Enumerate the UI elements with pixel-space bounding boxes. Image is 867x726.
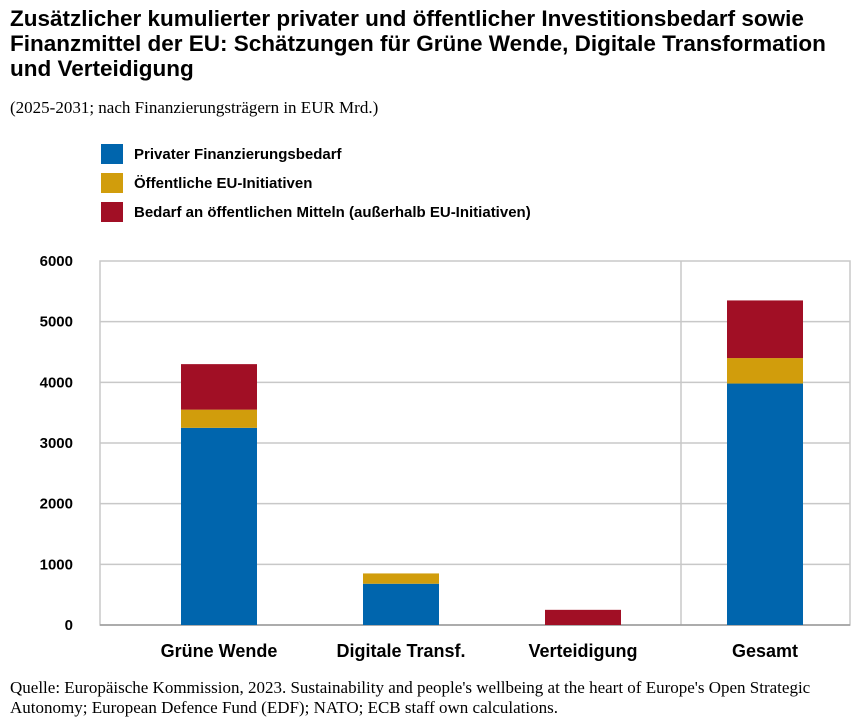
- legend-swatch-eu: [101, 173, 123, 193]
- x-tick-label: Verteidigung: [528, 641, 637, 661]
- chart-title: Zusätzlicher kumulierter privater und öf…: [10, 6, 826, 81]
- bar-segment: [727, 300, 803, 359]
- bar-segment: [181, 427, 257, 625]
- legend-label-private: Privater Finanzierungsbedarf: [134, 145, 342, 163]
- bar-segment: [181, 364, 257, 410]
- y-tick-label: 5000: [40, 314, 73, 331]
- legend-item-private: Privater Finanzierungsbedarf: [101, 143, 531, 165]
- legend-label-eu: Öffentliche EU-Initiativen: [134, 174, 313, 192]
- legend-swatch-public: [101, 202, 123, 222]
- bar-segment: [727, 383, 803, 625]
- x-tick-label: Grüne Wende: [161, 641, 278, 661]
- legend-item-eu: Öffentliche EU-Initiativen: [101, 172, 531, 194]
- legend: Privater Finanzierungsbedarf Öffentliche…: [101, 143, 531, 230]
- legend-swatch-private: [101, 144, 123, 164]
- y-tick-label: 2000: [40, 496, 73, 513]
- bar-segment: [363, 583, 439, 625]
- source-note: Quelle: Europäische Kommission, 2023. Su…: [10, 678, 811, 717]
- bar-segment: [363, 573, 439, 584]
- y-tick-label: 4000: [40, 374, 73, 391]
- legend-label-public: Bedarf an öffentlichen Mitteln (außerhal…: [134, 203, 531, 221]
- chart-subtitle: (2025-2031; nach Finanzierungsträgern in…: [10, 98, 379, 117]
- y-tick-label: 6000: [40, 253, 73, 270]
- x-tick-label: Digitale Transf.: [336, 641, 465, 661]
- bar-segment: [545, 609, 621, 625]
- bar-segment: [181, 409, 257, 428]
- bar-segment: [727, 358, 803, 384]
- legend-item-public: Bedarf an öffentlichen Mitteln (außerhal…: [101, 201, 531, 223]
- y-tick-label: 1000: [40, 556, 73, 573]
- bar-chart: 0 1000 2000 3000 4000 5000 6000 Grüne Wende Digi…: [40, 253, 851, 661]
- y-tick-label: 3000: [40, 435, 73, 452]
- y-tick-label: 0: [65, 617, 73, 634]
- x-tick-label: Gesamt: [732, 641, 798, 661]
